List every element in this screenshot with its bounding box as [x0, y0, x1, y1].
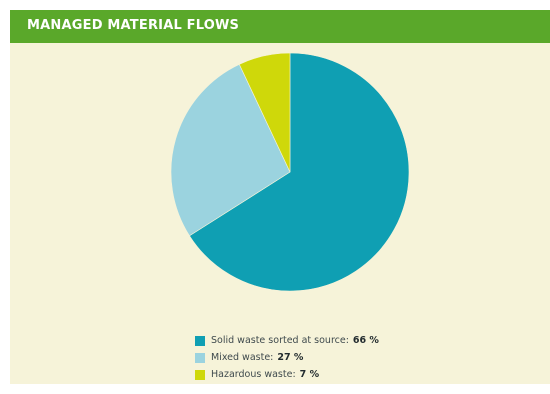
chart-title: MANAGED MATERIAL FLOWS — [27, 18, 240, 33]
legend-item-hazardous-waste: Hazardous waste: 7 % — [193, 367, 443, 383]
legend-value: 7 % — [299, 369, 320, 380]
pie-slice-mixed-waste — [170, 63, 291, 237]
pie-chart — [170, 52, 410, 292]
chart-legend: Solid waste sorted at source: 66 % Mixed … — [193, 333, 443, 384]
legend-label: Hazardous waste: — [211, 369, 296, 380]
legend-swatch — [195, 353, 205, 363]
legend-swatch — [195, 336, 205, 346]
pie-slice-solid-waste — [189, 52, 410, 292]
legend-label: Mixed waste: — [211, 352, 274, 363]
legend-item-solid-waste: Solid waste sorted at source: 66 % — [193, 333, 443, 349]
legend-value: 27 % — [277, 352, 304, 363]
chart-header: MANAGED MATERIAL FLOWS — [10, 10, 550, 43]
pie-slice-hazardous-waste — [238, 52, 291, 173]
legend-value: 66 % — [352, 335, 379, 346]
legend-swatch — [195, 370, 205, 380]
legend-item-mixed-waste: Mixed waste: 27 % — [193, 350, 443, 366]
legend-label: Solid waste sorted at source: — [211, 335, 349, 346]
chart-panel: MANAGED MATERIAL FLOWS Solid waste sorte… — [10, 10, 550, 384]
